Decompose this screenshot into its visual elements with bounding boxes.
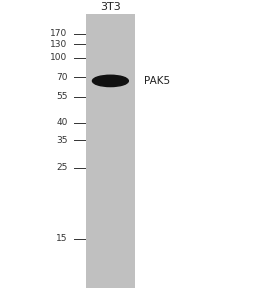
Ellipse shape bbox=[92, 75, 128, 87]
Text: 130: 130 bbox=[51, 40, 68, 49]
Text: 15: 15 bbox=[56, 234, 68, 243]
Text: 170: 170 bbox=[51, 29, 68, 38]
Text: 3T3: 3T3 bbox=[100, 2, 121, 12]
Text: 40: 40 bbox=[56, 118, 68, 127]
Text: 35: 35 bbox=[56, 136, 68, 145]
Text: PAK5: PAK5 bbox=[144, 76, 170, 86]
FancyBboxPatch shape bbox=[86, 14, 135, 288]
Text: 70: 70 bbox=[56, 73, 68, 82]
Text: 55: 55 bbox=[56, 92, 68, 101]
Text: 25: 25 bbox=[56, 164, 68, 172]
Text: 100: 100 bbox=[51, 53, 68, 62]
